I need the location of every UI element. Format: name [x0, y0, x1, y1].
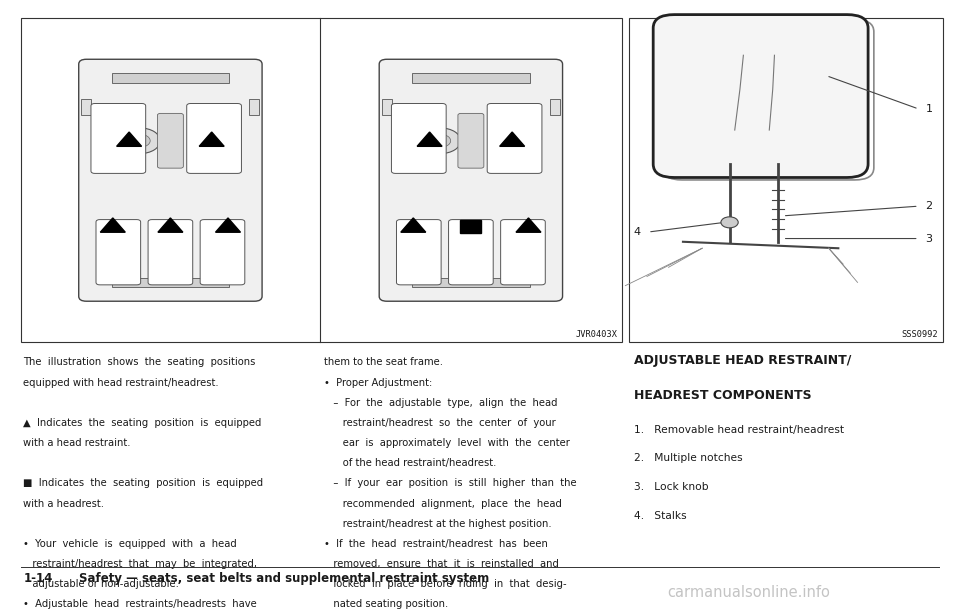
Text: carmanualsonline.info: carmanualsonline.info [667, 585, 830, 600]
Text: Safety — seats, seat belts and supplemental restraint system: Safety — seats, seat belts and supplemen… [79, 572, 489, 585]
Polygon shape [516, 218, 541, 232]
Text: –  For  the  adjustable  type,  align  the  head: – For the adjustable type, align the hea… [324, 398, 558, 408]
Text: of the head restraint/headrest.: of the head restraint/headrest. [324, 458, 497, 468]
Text: The  illustration  shows  the  seating  positions: The illustration shows the seating posit… [23, 357, 255, 367]
Polygon shape [500, 132, 525, 147]
Text: ▲  Indicates  the  seating  position  is  equipped: ▲ Indicates the seating position is equi… [23, 418, 261, 428]
Text: locked  in  place  before  riding  in  that  desig-: locked in place before riding in that de… [324, 579, 567, 589]
Text: 3: 3 [925, 233, 932, 244]
Polygon shape [200, 132, 225, 147]
FancyBboxPatch shape [186, 103, 242, 174]
FancyBboxPatch shape [501, 219, 545, 285]
Polygon shape [215, 218, 240, 232]
Polygon shape [401, 218, 426, 232]
Text: restraint/headrest  that  may  be  integrated,: restraint/headrest that may be integrate… [23, 559, 257, 569]
FancyBboxPatch shape [396, 219, 442, 285]
Text: ear  is  approximately  level  with  the  center: ear is approximately level with the cent… [324, 438, 570, 448]
Text: •  Your  vehicle  is  equipped  with  a  head: • Your vehicle is equipped with a head [23, 539, 237, 549]
Circle shape [120, 128, 160, 153]
Text: •  Adjustable  head  restraints/headrests  have: • Adjustable head restraints/headrests h… [23, 599, 256, 609]
Text: them to the seat frame.: them to the seat frame. [324, 357, 444, 367]
Text: HEADREST COMPONENTS: HEADREST COMPONENTS [634, 389, 811, 402]
FancyBboxPatch shape [148, 219, 193, 285]
Bar [412, 278, 530, 287]
Text: SSS0992: SSS0992 [901, 330, 938, 339]
Bar [550, 99, 560, 115]
Bar [461, 220, 482, 233]
Text: ■  Indicates  the  seating  position  is  equipped: ■ Indicates the seating position is equi… [23, 478, 263, 488]
Text: 4.   Stalks: 4. Stalks [634, 511, 686, 521]
Text: with a headrest.: with a headrest. [23, 499, 104, 508]
Bar [250, 99, 259, 115]
Text: •  If  the  head  restraint/headrest  has  been: • If the head restraint/headrest has bee… [324, 539, 548, 549]
Text: –  If  your  ear  position  is  still  higher  than  the: – If your ear position is still higher t… [324, 478, 577, 488]
Bar [82, 99, 91, 115]
Text: restraint/headrest at the highest position.: restraint/headrest at the highest positi… [324, 519, 552, 529]
FancyBboxPatch shape [653, 15, 868, 177]
FancyBboxPatch shape [96, 219, 141, 285]
Circle shape [431, 134, 450, 147]
Bar [111, 73, 229, 82]
FancyBboxPatch shape [392, 103, 446, 174]
FancyBboxPatch shape [458, 114, 484, 168]
Polygon shape [117, 132, 142, 147]
Text: 3.   Lock knob: 3. Lock knob [634, 482, 708, 492]
Text: with a head restraint.: with a head restraint. [23, 438, 131, 448]
Polygon shape [101, 218, 126, 232]
Circle shape [420, 128, 461, 153]
Bar [21, 18, 622, 342]
Polygon shape [157, 218, 183, 232]
Text: 2: 2 [925, 201, 932, 211]
Text: 1.   Removable head restraint/headrest: 1. Removable head restraint/headrest [634, 425, 844, 434]
FancyBboxPatch shape [157, 114, 183, 168]
FancyBboxPatch shape [448, 219, 493, 285]
Text: 1: 1 [925, 104, 932, 114]
Text: equipped with head restraint/headrest.: equipped with head restraint/headrest. [23, 378, 219, 387]
FancyBboxPatch shape [488, 103, 542, 174]
Bar [382, 99, 392, 115]
Circle shape [131, 134, 150, 147]
Text: ADJUSTABLE HEAD RESTRAINT/: ADJUSTABLE HEAD RESTRAINT/ [634, 354, 851, 367]
Text: •  Proper Adjustment:: • Proper Adjustment: [324, 378, 433, 387]
FancyBboxPatch shape [379, 59, 563, 301]
Text: 4: 4 [634, 227, 640, 237]
Bar [412, 73, 530, 82]
Text: adjustable or non-adjustable.: adjustable or non-adjustable. [23, 579, 179, 589]
Text: 1-14: 1-14 [24, 572, 54, 585]
FancyBboxPatch shape [91, 103, 146, 174]
Text: recommended  alignment,  place  the  head: recommended alignment, place the head [324, 499, 563, 508]
Text: JVR0403X: JVR0403X [575, 330, 617, 339]
FancyBboxPatch shape [200, 219, 245, 285]
Text: removed,  ensure  that  it  is  reinstalled  and: removed, ensure that it is reinstalled a… [324, 559, 560, 569]
Text: 2.   Multiple notches: 2. Multiple notches [634, 453, 742, 463]
FancyBboxPatch shape [79, 59, 262, 301]
Bar [111, 278, 229, 287]
Text: nated seating position.: nated seating position. [324, 599, 448, 609]
Polygon shape [418, 132, 443, 147]
Bar [629, 18, 943, 342]
Circle shape [721, 217, 738, 228]
Text: restraint/headrest  so  the  center  of  your: restraint/headrest so the center of your [324, 418, 556, 428]
